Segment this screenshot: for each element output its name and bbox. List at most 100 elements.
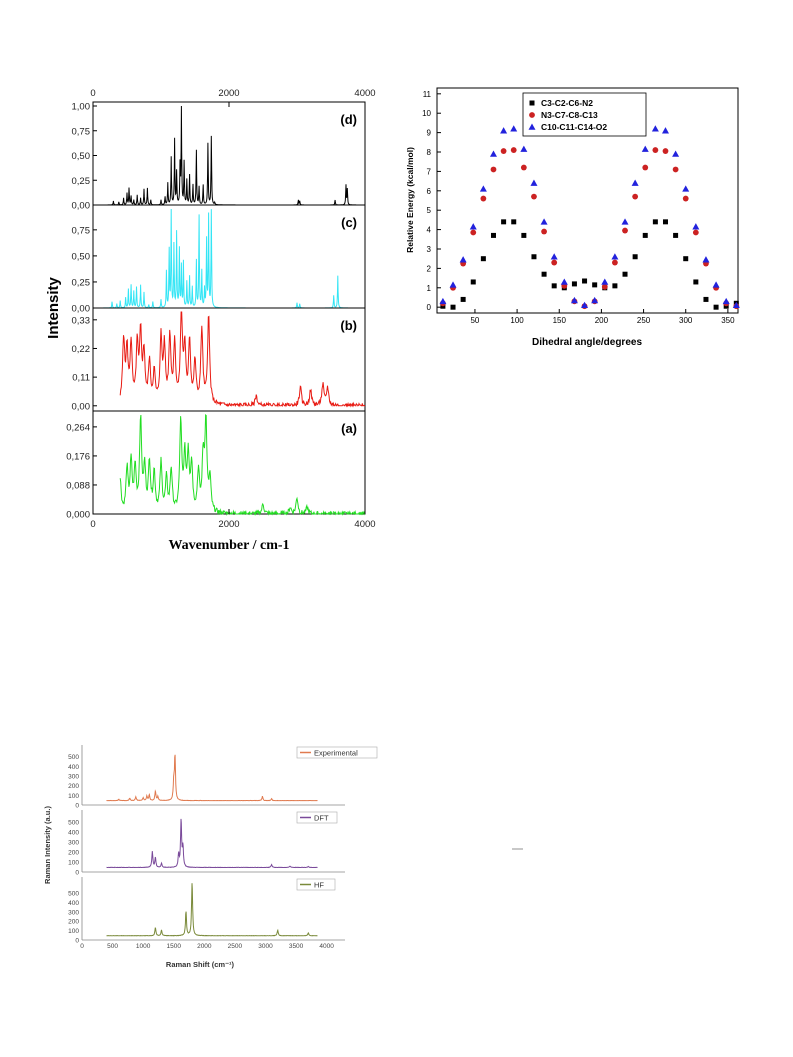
scan-x-tick-label: 50 bbox=[470, 316, 479, 325]
scan-x-tick-label: 350 bbox=[721, 316, 735, 325]
scan-y-tick-label: 3 bbox=[427, 245, 432, 254]
scan-point-triangle bbox=[611, 253, 619, 260]
ir-y-tick-label: 0,088 bbox=[66, 480, 90, 491]
raman-x-tick-label: 4000 bbox=[319, 943, 334, 950]
scan-point-circle bbox=[652, 147, 659, 153]
ir-y-tick-label: 1,00 bbox=[72, 102, 91, 113]
scan-point-triangle bbox=[682, 185, 690, 192]
ir-spectrum-line bbox=[99, 208, 359, 309]
raman-x-tick-label: 2000 bbox=[197, 943, 212, 950]
raman-y-tick-label: 300 bbox=[68, 774, 79, 781]
scan-point-triangle bbox=[591, 296, 599, 304]
scan-point-triangle bbox=[540, 218, 548, 225]
scan-y-tick-label: 5 bbox=[427, 206, 432, 215]
ir-x-tick-label: 2000 bbox=[218, 519, 239, 530]
scan-y-tick-label: 9 bbox=[427, 129, 432, 138]
scan-plot-frame bbox=[436, 87, 739, 314]
scan-point-square bbox=[480, 256, 486, 262]
raman-x-tick-label: 2500 bbox=[228, 943, 243, 950]
scan-point-square bbox=[703, 296, 709, 302]
scan-point-circle bbox=[470, 229, 477, 236]
scan-y-tick-label: 2 bbox=[427, 264, 432, 273]
scan-point-square bbox=[490, 232, 496, 238]
scan-x-tick-label: 150 bbox=[553, 316, 567, 325]
scan-point-triangle bbox=[601, 278, 609, 285]
raman-x-tick-label: 3000 bbox=[258, 943, 273, 950]
ir-y-tick-label: 0,25 bbox=[72, 176, 91, 187]
scan-point-circle bbox=[510, 147, 517, 153]
scan-point-square bbox=[541, 271, 547, 277]
scan-point-triangle bbox=[712, 281, 720, 288]
scan-point-triangle bbox=[469, 223, 477, 230]
raman-x-tick-label: 0 bbox=[80, 943, 84, 950]
raman-legend-label: DFT bbox=[314, 814, 329, 823]
ir-y-tick-label: 0,00 bbox=[72, 401, 91, 412]
scan-point-circle bbox=[490, 166, 497, 173]
raman-legend-label: HF bbox=[314, 881, 324, 890]
scan-point-square bbox=[662, 219, 668, 225]
ir-y-tick-label: 0,000 bbox=[66, 510, 90, 521]
raman-y-tick-label: 400 bbox=[68, 764, 79, 771]
scan-x-tick-label: 300 bbox=[679, 316, 693, 325]
scan-point-triangle bbox=[661, 127, 669, 134]
scan-x-tick-label: 100 bbox=[510, 316, 524, 325]
scan-point-circle bbox=[672, 166, 679, 173]
scan-point-triangle bbox=[692, 223, 700, 230]
scan-point-triangle bbox=[732, 301, 740, 309]
raman-y-axis-label: Raman Intensity (a.u.) bbox=[43, 806, 52, 884]
legend-marker-circle bbox=[529, 112, 535, 118]
ir-x-tick-label: 0 bbox=[90, 519, 95, 530]
legend-marker-triangle bbox=[528, 123, 536, 130]
scan-point-triangle bbox=[631, 179, 639, 186]
scan-point-circle bbox=[692, 229, 699, 236]
scan-point-square bbox=[440, 303, 446, 309]
scan-legend-box bbox=[522, 92, 647, 137]
raman-y-tick-label: 200 bbox=[68, 850, 79, 857]
scan-point-triangle bbox=[621, 218, 629, 225]
scan-point-square bbox=[450, 304, 456, 310]
ir-y-tick-label: 0,11 bbox=[72, 373, 90, 384]
scan-point-triangle bbox=[651, 125, 659, 132]
scan-point-circle bbox=[662, 148, 669, 154]
raman-legend-label: Experimental bbox=[314, 749, 358, 758]
ir-panel-frame bbox=[92, 101, 366, 206]
ir-panel-frame bbox=[92, 307, 366, 412]
scan-y-tick-label: 7 bbox=[427, 167, 432, 176]
ir-x-tick-label: 4000 bbox=[354, 519, 375, 530]
ir-y-tick-label: 0,00 bbox=[72, 201, 91, 212]
scan-point-triangle bbox=[550, 253, 558, 260]
scan-y-tick-label: 10 bbox=[422, 109, 431, 118]
ir-spectrum-line bbox=[119, 413, 366, 516]
ir-y-tick-label: 0,50 bbox=[72, 251, 91, 262]
scan-point-square bbox=[521, 232, 527, 238]
raman-legend-box bbox=[296, 878, 336, 891]
ir-top-x-tick-label: 0 bbox=[90, 88, 95, 99]
scan-point-triangle bbox=[489, 150, 497, 157]
scan-point-triangle bbox=[479, 185, 487, 192]
scan-point-circle bbox=[480, 195, 487, 202]
scan-point-triangle bbox=[722, 297, 730, 305]
scan-point-triangle bbox=[581, 301, 589, 309]
scan-point-square bbox=[652, 219, 658, 225]
ir-x-axis-label: Wavenumber / cm-1 bbox=[168, 538, 289, 553]
scan-point-circle bbox=[541, 228, 547, 235]
raman-x-tick-label: 1500 bbox=[167, 943, 182, 950]
ir-y-tick-label: 0,75 bbox=[72, 225, 91, 236]
scan-y-tick-label: 4 bbox=[427, 226, 432, 235]
ir-panel-label: (b) bbox=[340, 318, 357, 333]
scan-point-square bbox=[592, 282, 598, 288]
scan-point-circle bbox=[531, 193, 537, 200]
raman-spectrum-line bbox=[106, 818, 318, 869]
raman-x-tick-label: 1000 bbox=[136, 943, 151, 950]
ir-spectrum-line bbox=[99, 105, 359, 206]
scan-y-tick-label: 11 bbox=[423, 90, 432, 99]
scan-legend-label: C3-C2-C6-N2 bbox=[541, 98, 593, 108]
scan-point-triangle bbox=[510, 125, 518, 132]
raman-y-tick-label: 400 bbox=[68, 830, 79, 837]
scan-point-triangle bbox=[459, 256, 467, 263]
raman-legend-box bbox=[296, 746, 378, 759]
scan-x-tick-label: 200 bbox=[595, 316, 609, 325]
scan-point-square bbox=[582, 278, 588, 284]
scan-point-circle bbox=[622, 227, 628, 234]
scan-legend-label: C10-C11-C14-O2 bbox=[541, 122, 607, 132]
